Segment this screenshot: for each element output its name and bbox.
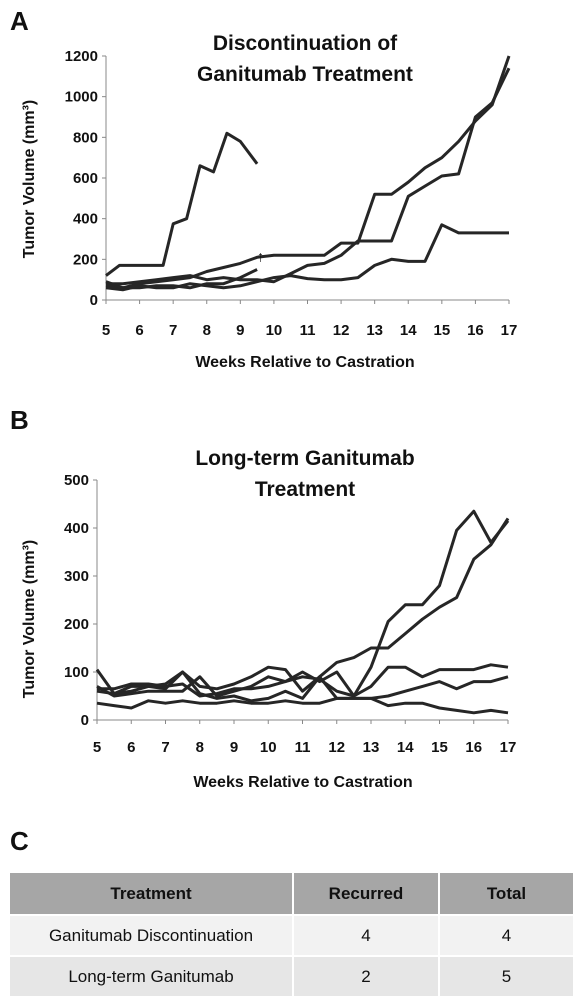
chart-a-x-tick-label: 11	[300, 322, 316, 339]
chart-a-title: Discontinuation of Ganitumab Treatment	[160, 28, 450, 90]
header-total: Total	[439, 873, 575, 915]
table-header-row: Treatment Recurred Total	[10, 873, 575, 915]
cell-recurred: 4	[293, 914, 440, 956]
chart-b-x-tick-label: 14	[397, 739, 414, 756]
chart-b-y-tick-label: 0	[81, 712, 89, 729]
chart-b-x-tick-label: 11	[295, 739, 311, 756]
chart-a-title-line1: Discontinuation of	[212, 32, 398, 55]
header-recurred: Recurred	[293, 873, 440, 915]
chart-b-x-tick-label: 7	[161, 739, 169, 756]
chart-b-x-tick-label: 17	[500, 739, 517, 756]
chart-b-title-line1: Long-term Ganitumab	[195, 447, 415, 470]
chart-a-x-tick-label: 10	[266, 322, 283, 339]
chart-a-x-tick-label: 9	[236, 322, 244, 339]
chart-a-series-line-4	[105, 223, 509, 292]
chart-a-y-tick-label: 600	[73, 170, 98, 187]
cell-recurred: 2	[293, 955, 440, 996]
chart-b-series-line-5	[96, 696, 509, 715]
table-row: Ganitumab Discontinuation 4 4	[10, 914, 575, 956]
chart-b-x-tick-label: 6	[127, 739, 135, 756]
chart-b-x-tick-label: 12	[328, 739, 345, 756]
chart-a-x-tick-label: 6	[135, 322, 143, 339]
chart-a-y-tick-label: 1000	[65, 89, 98, 106]
chart-a-y-tick-label: 0	[90, 292, 98, 309]
chart-b-x-tick-label: 8	[196, 739, 204, 756]
chart-a-y-tick-label: 800	[73, 129, 98, 146]
cell-total: 5	[439, 955, 575, 996]
chart-a-series-line-3	[106, 67, 511, 286]
chart-b-y-tick-label: 400	[64, 520, 89, 537]
chart-a-xlabel: Weeks Relative to Castration	[195, 354, 415, 371]
chart-b-y-tick-label: 500	[64, 472, 89, 489]
cell-treatment: Long-term Ganitumab	[10, 955, 294, 996]
chart-b-x-tick-label: 9	[230, 739, 238, 756]
table-row: Long-term Ganitumab 2 5	[10, 955, 575, 996]
chart-a-y-tick-label: 1200	[65, 48, 98, 65]
chart-a-x-tick-label: 13	[366, 322, 383, 339]
chart-b-series-line-1	[95, 517, 510, 696]
chart-a-x-tick-label: 15	[433, 322, 450, 339]
cell-total: 4	[439, 914, 575, 956]
chart-b-title: Long-term Ganitumab Treatment	[160, 443, 450, 505]
chart-b-xlabel: Weeks Relative to Castration	[193, 774, 413, 791]
chart-b-x-tick-label: 13	[363, 739, 380, 756]
chart-a-x-tick-label: 7	[169, 322, 177, 339]
chart-a-series-line-5	[105, 268, 258, 290]
chart-b-x-tick-label: 16	[465, 739, 482, 756]
chart-a-x-tick-label: 17	[501, 322, 518, 339]
chart-b-y-tick-label: 200	[64, 616, 89, 633]
recurrence-table: Treatment Recurred Total Ganitumab Disco…	[10, 873, 575, 996]
panel-letter-c: C	[10, 826, 29, 856]
chart-a-x-tick-label: 8	[203, 322, 211, 339]
chart-b-series-line-3	[97, 663, 509, 698]
chart-b-x-tick-label: 15	[431, 739, 448, 756]
chart-a-x-tick-label: 14	[400, 322, 417, 339]
chart-a-y-tick-label: 200	[73, 251, 98, 268]
chart-b-y-tick-label: 300	[64, 568, 89, 585]
chart-b-title-line2: Treatment	[254, 478, 356, 501]
chart-a-annotation-arrow: ↑	[257, 248, 265, 265]
cell-treatment: Ganitumab Discontinuation	[10, 914, 294, 956]
chart-b-x-tick-label: 5	[93, 739, 101, 756]
chart-a-y-tick-label: 400	[73, 211, 98, 228]
chart-b-y-tick-label: 100	[64, 664, 89, 681]
chart-a-series-line-2	[105, 55, 511, 290]
chart-a-series-line-1	[105, 131, 259, 277]
chart-b-series-line-2	[96, 509, 510, 698]
chart-a-x-tick-label: 16	[467, 322, 484, 339]
chart-b-series-line-4	[96, 670, 509, 703]
chart-a-x-tick-label: 12	[333, 322, 350, 339]
header-treatment: Treatment	[10, 873, 294, 915]
chart-a-x-tick-label: 5	[102, 322, 110, 339]
panel-letter-a: A	[10, 6, 29, 36]
chart-b-x-tick-label: 10	[260, 739, 277, 756]
chart-a-title-line2: Ganitumab Treatment	[197, 63, 413, 86]
panel-letter-b: B	[10, 405, 29, 435]
